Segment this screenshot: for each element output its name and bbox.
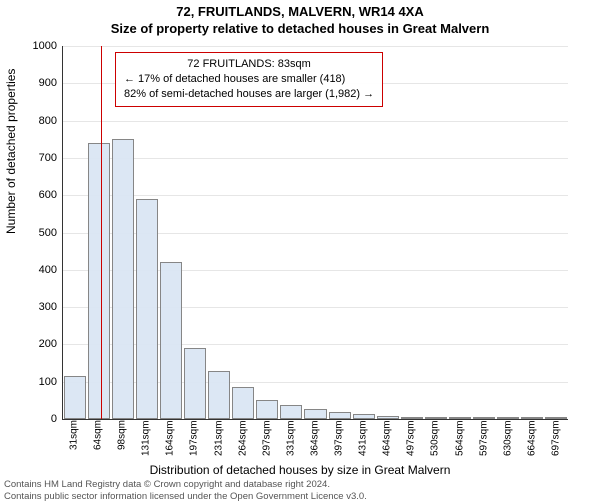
x-tick: 364sqm — [303, 420, 327, 460]
x-tick: 431sqm — [351, 420, 375, 460]
histogram-bar — [232, 387, 254, 419]
histogram-bar — [449, 417, 471, 419]
property-marker-line — [101, 46, 102, 419]
callout-line-property: 72 FRUITLANDS: 83sqm — [124, 57, 374, 72]
footer-line-1: Contains HM Land Registry data © Crown c… — [4, 479, 367, 490]
histogram-bar — [160, 262, 182, 419]
y-axis-label: Number of detached properties — [4, 69, 18, 234]
x-tick: 530sqm — [423, 420, 447, 460]
histogram-bar — [497, 417, 519, 419]
histogram-bar — [64, 376, 86, 419]
x-tick: 264sqm — [231, 420, 255, 460]
x-tick: 397sqm — [327, 420, 351, 460]
y-tick: 1000 — [33, 40, 63, 52]
histogram-bar — [401, 417, 423, 419]
property-callout: 72 FRUITLANDS: 83sqm ← 17% of detached h… — [115, 52, 383, 107]
y-tick: 300 — [39, 301, 63, 313]
histogram-bar — [545, 417, 567, 419]
x-tick: 31sqm — [62, 420, 86, 460]
x-tick: 231sqm — [207, 420, 231, 460]
page-title-address: 72, FRUITLANDS, MALVERN, WR14 4XA — [0, 4, 600, 19]
x-tick: 564sqm — [448, 420, 472, 460]
histogram-bar — [256, 400, 278, 419]
y-tick: 900 — [39, 77, 63, 89]
x-tick: 331sqm — [279, 420, 303, 460]
x-axis-ticks: 31sqm64sqm98sqm131sqm164sqm197sqm231sqm2… — [62, 420, 568, 460]
histogram-bar — [88, 143, 110, 419]
histogram-bar — [136, 199, 158, 419]
x-tick: 464sqm — [375, 420, 399, 460]
x-tick: 597sqm — [472, 420, 496, 460]
histogram-bar — [280, 405, 302, 419]
x-tick: 497sqm — [399, 420, 423, 460]
histogram-bar — [329, 412, 351, 419]
histogram-bar — [521, 417, 543, 419]
histogram-bar — [184, 348, 206, 419]
attribution-footer: Contains HM Land Registry data © Crown c… — [4, 479, 367, 502]
histogram-bar — [425, 417, 447, 419]
footer-line-2: Contains public sector information licen… — [4, 491, 367, 502]
x-tick: 98sqm — [110, 420, 134, 460]
y-tick: 800 — [39, 115, 63, 127]
page-title-description: Size of property relative to detached ho… — [0, 21, 600, 36]
callout-line-larger: 82% of semi-detached houses are larger (… — [124, 87, 374, 102]
y-tick: 200 — [39, 338, 63, 350]
histogram-bar — [208, 371, 230, 419]
x-tick: 664sqm — [520, 420, 544, 460]
x-tick: 131sqm — [134, 420, 158, 460]
x-tick: 630sqm — [496, 420, 520, 460]
callout-line-smaller: ← 17% of detached houses are smaller (41… — [124, 72, 374, 87]
histogram-chart: 72 FRUITLANDS: 83sqm ← 17% of detached h… — [62, 46, 568, 420]
histogram-bar — [473, 417, 495, 419]
histogram-bar — [112, 139, 134, 419]
y-tick: 600 — [39, 189, 63, 201]
y-tick: 400 — [39, 264, 63, 276]
x-axis-label: Distribution of detached houses by size … — [0, 463, 600, 477]
histogram-bar — [377, 416, 399, 419]
histogram-bar — [353, 414, 375, 419]
x-tick: 64sqm — [86, 420, 110, 460]
x-tick: 297sqm — [255, 420, 279, 460]
x-tick: 164sqm — [158, 420, 182, 460]
histogram-bar — [304, 409, 326, 419]
x-tick: 197sqm — [182, 420, 206, 460]
y-tick: 500 — [39, 227, 63, 239]
y-tick: 100 — [39, 376, 63, 388]
x-tick: 697sqm — [544, 420, 568, 460]
y-tick: 700 — [39, 152, 63, 164]
